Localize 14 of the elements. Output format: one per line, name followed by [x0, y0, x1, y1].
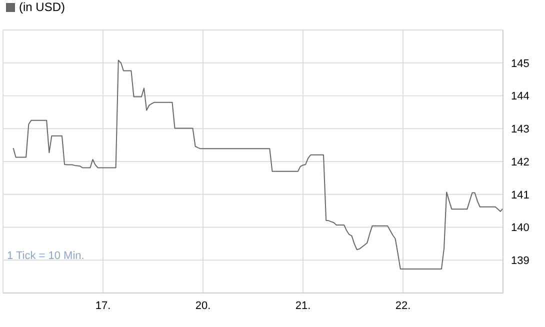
x-tick-label: 17. [95, 300, 111, 312]
x-tick-label: 22. [395, 300, 411, 312]
legend-label: (in USD) [19, 0, 66, 14]
y-tick-label: 143 [511, 124, 530, 136]
y-tick-label: 142 [511, 156, 530, 168]
line-series [12, 60, 503, 270]
y-tick-label: 144 [511, 90, 530, 103]
x-tick-label: 21. [295, 300, 311, 312]
y-tick-label: 141 [511, 189, 530, 202]
y-tick-label: 139 [511, 255, 530, 268]
annotation: 1 Tick = 10 Min. [7, 250, 84, 262]
y-tick-label: 140 [511, 222, 530, 234]
x-tick-label: 20. [195, 300, 211, 312]
y-tick-label: 145 [511, 58, 530, 70]
